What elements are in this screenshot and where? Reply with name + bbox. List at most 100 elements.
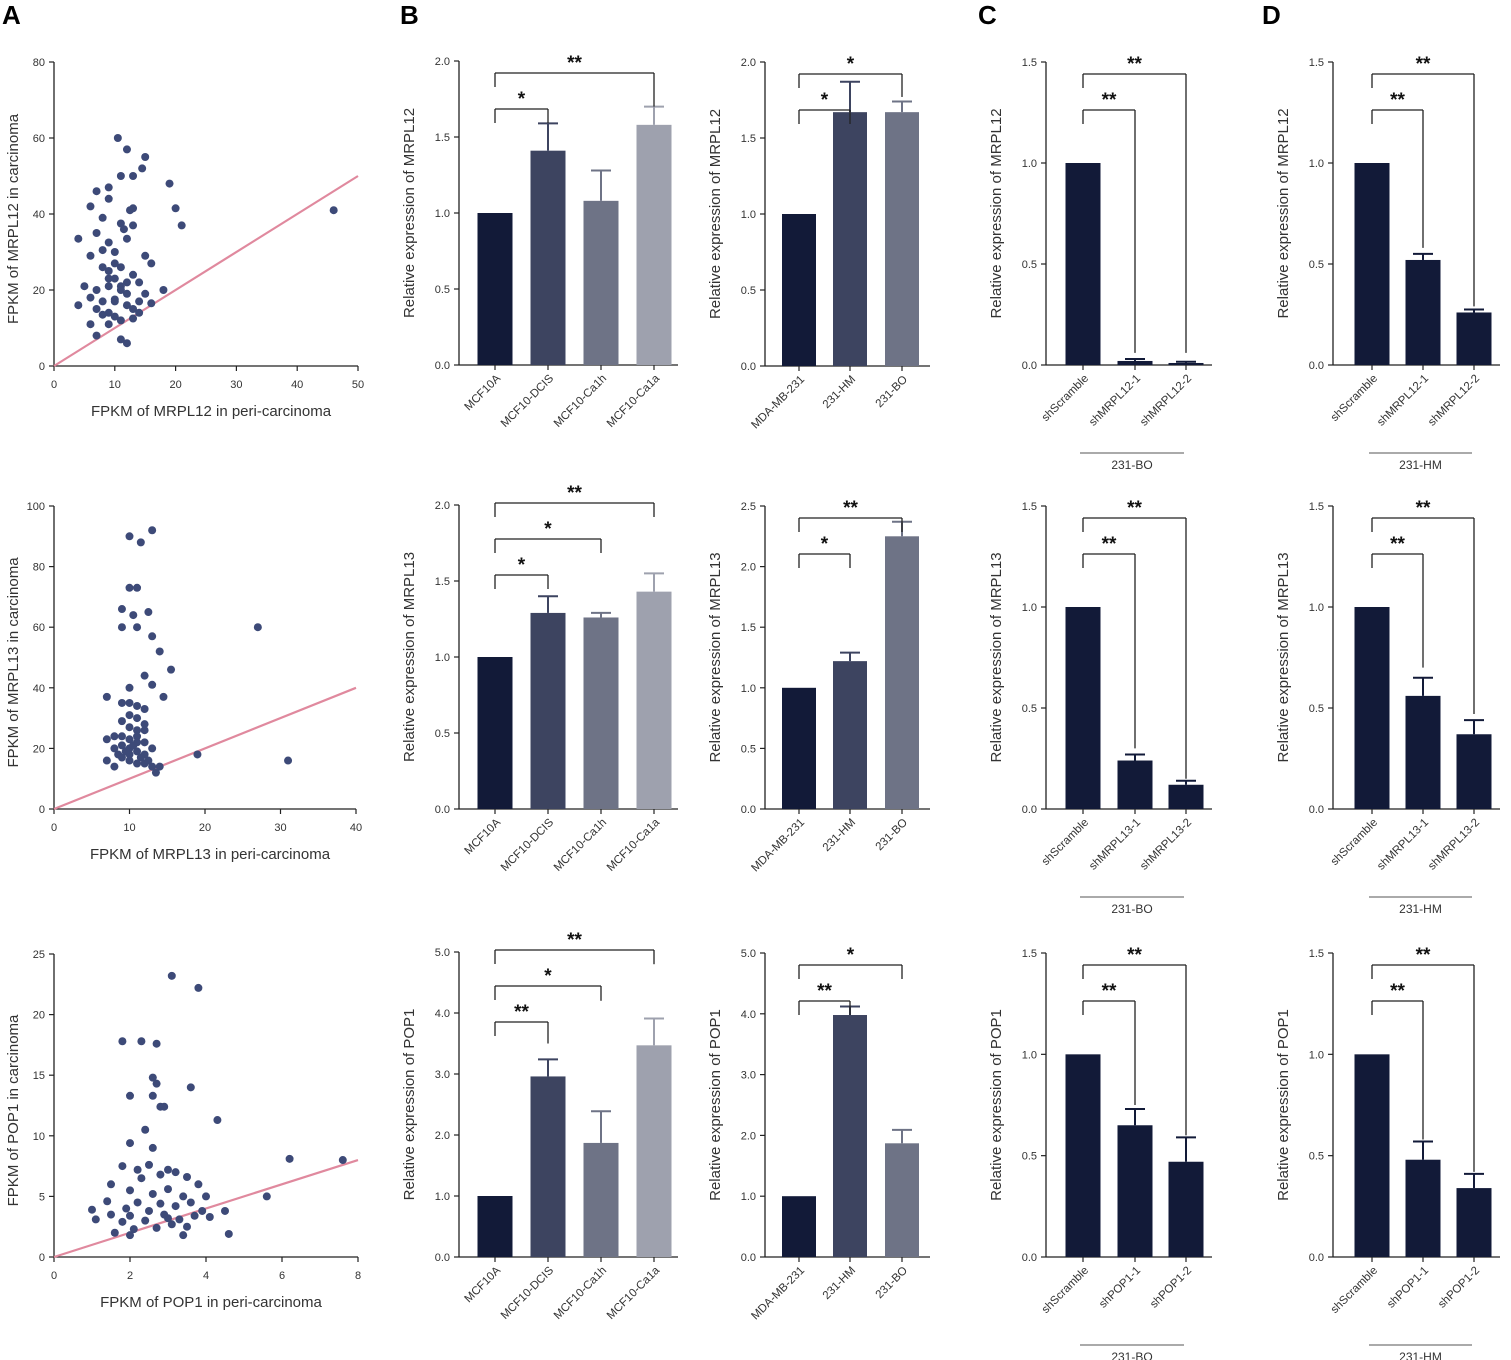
bar-mrpl13-mcf: 0.00.51.01.52.0MCF10AMCF10-DCISMCF10-Ca1…	[401, 483, 678, 874]
scatter-point	[102, 692, 111, 701]
category-label: 231-BO	[874, 1265, 911, 1302]
y-tick-label: 15	[33, 1070, 45, 1082]
scatter-point	[129, 172, 138, 180]
scatter-point	[126, 206, 134, 215]
scatter-point	[126, 1231, 134, 1240]
y-tick-label: 1.5	[741, 622, 756, 634]
y-tick-label: 1.0	[435, 208, 450, 220]
scatter-point	[133, 1198, 142, 1207]
scatter-point	[125, 698, 134, 707]
significance-label: **	[1102, 534, 1117, 555]
x-tick-label: 0	[51, 1270, 57, 1282]
category-label: shScramble	[1329, 817, 1380, 868]
y-tick-label: 1.0	[1309, 602, 1324, 614]
scatter-point	[148, 632, 157, 641]
y-tick-label: 1.5	[1022, 501, 1037, 513]
category-label: MCF10-Ca1h	[552, 373, 609, 430]
y-tick-label: 40	[33, 683, 45, 695]
scatter-pop1: 0 5 10 15 20 25 0 2 4 6 8 FPKM of POP1 in peri-carc…	[5, 949, 361, 1311]
bar	[530, 612, 566, 809]
category-label: MCF10-Ca1a	[605, 816, 663, 874]
y-tick-label: 5.0	[435, 947, 450, 959]
bar-mrpl12-mcf: 0.00.51.01.52.0MCF10AMCF10-DCISMCF10-Ca1…	[401, 53, 678, 430]
scatter-point	[194, 983, 203, 992]
category-label: shPOP1-2	[1436, 1265, 1482, 1311]
scatter-point	[126, 1139, 134, 1148]
y-tick-label: 60	[33, 133, 45, 145]
scatter-point	[104, 194, 113, 203]
scatter-point	[141, 1216, 150, 1225]
y-tick-label: 1.5	[1022, 948, 1037, 960]
bar	[1456, 1188, 1492, 1257]
scatter-point	[202, 1192, 210, 1201]
scatter-point	[102, 756, 111, 765]
scatter-point	[125, 583, 134, 592]
scatter-point	[104, 308, 113, 317]
scatter-point	[135, 278, 144, 287]
scatter-point	[114, 750, 123, 759]
scatter-point	[122, 339, 131, 348]
y-tick-label: 40	[33, 209, 45, 221]
reference-line	[53, 1158, 359, 1259]
bar-mrpl13-bo: 0.0 0.5 1.0 1.5 shScrambleshMRPL13-1shMRPL13…	[988, 498, 1212, 916]
bar	[1065, 163, 1101, 365]
y-tick-label: 20	[33, 285, 45, 297]
scatter-point	[125, 683, 134, 692]
scatter-point	[125, 735, 134, 744]
y-axis-title: FPKM of POP1 in carcinoma	[5, 1014, 22, 1206]
y-tick-label: 1.0	[1309, 1049, 1324, 1061]
scatter-point	[110, 744, 119, 753]
scatter-point	[80, 282, 89, 291]
scatter-point	[110, 312, 119, 321]
scatter-point	[183, 1173, 191, 1182]
y-tick-label: 0.0	[435, 360, 450, 372]
group-label: 231-HM	[1399, 1350, 1442, 1360]
scatter-point	[193, 750, 202, 759]
y-axis-title: Relative expression of POP1	[401, 1009, 418, 1201]
scatter-point	[135, 308, 144, 317]
y-tick-label: 2.0	[741, 57, 756, 69]
group-label: 231-HM	[1399, 458, 1442, 472]
scatter-point	[171, 1202, 180, 1211]
bar	[1405, 695, 1441, 809]
significance-label: **	[817, 981, 832, 1002]
scatter-point	[167, 971, 176, 980]
y-axis-title: Relative expression of MRPL12	[707, 109, 724, 319]
x-tick-label: 8	[355, 1270, 361, 1282]
scatter-point	[104, 282, 113, 291]
scatter-point	[104, 320, 113, 329]
y-tick-label: 1.5	[1309, 57, 1324, 69]
scatter-point	[117, 698, 126, 707]
bar-pop1-mda: 0.0 1.0 2.0 3.0 4.0 5.0 MDA-MB-231 231-HM 231-BO…	[707, 945, 930, 1322]
scatter-point	[145, 1206, 153, 1215]
scatter-point	[165, 179, 174, 188]
scatter-point	[117, 732, 126, 741]
scatter-point	[164, 1185, 172, 1194]
x-axis-title: FPKM of MRPL13 in peri-carcinoma	[90, 846, 331, 863]
y-axis-title: Relative expression of MRPL13	[707, 552, 724, 762]
bar	[1168, 362, 1204, 365]
group-label: 231-BO	[1111, 1350, 1152, 1360]
y-tick-label: 0.0	[1022, 360, 1037, 372]
category-label: MDA-MB-231	[749, 817, 807, 875]
scatter-point	[118, 1162, 127, 1171]
category-label: shMRPL13-2	[1138, 817, 1194, 873]
scatter-point	[98, 263, 107, 272]
y-axis-title: Relative expression of MRPL12	[401, 108, 418, 318]
category-label: shMRPL12-1	[1375, 373, 1431, 429]
significance-label: *	[847, 54, 855, 75]
scatter-point	[156, 1199, 165, 1208]
group-label: 231-BO	[1111, 458, 1152, 472]
x-tick-label: 4	[203, 1270, 209, 1282]
y-tick-label: 1.5	[1309, 501, 1324, 513]
scatter-point	[179, 1192, 188, 1201]
scatter-point	[329, 206, 338, 215]
scatter-point	[110, 762, 119, 771]
significance-label: *	[544, 519, 552, 540]
x-tick-label: 30	[230, 379, 242, 391]
category-label: shScramble	[1329, 1265, 1380, 1316]
x-tick-label: 20	[169, 379, 181, 391]
x-tick-label: 0	[51, 379, 57, 391]
scatter-point	[136, 753, 145, 762]
scatter-point	[74, 301, 83, 310]
